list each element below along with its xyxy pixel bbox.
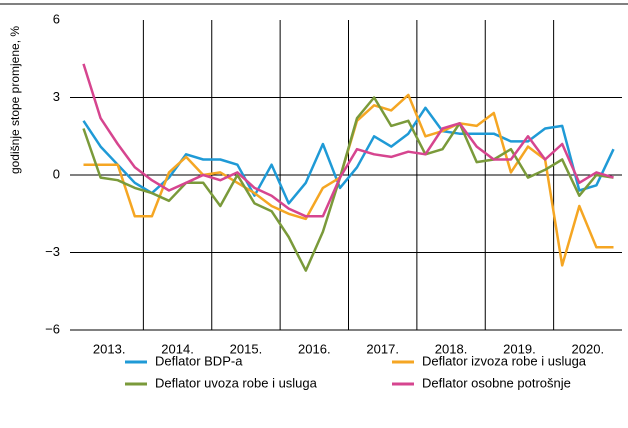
y-axis-label: godišnje stope promjene, % (8, 26, 22, 174)
x-tick-label: 2014. (161, 341, 194, 356)
y-tick-label: 6 (53, 11, 60, 26)
x-tick-label: 2015. (230, 341, 263, 356)
y-tick-label: 3 (53, 89, 60, 104)
series-line (82, 96, 614, 272)
legend-label: Deflator izvoza robe i usluga (422, 353, 587, 368)
x-tick-label: 2019. (503, 341, 536, 356)
legend-label: Deflator uvoza robe i usluga (155, 375, 318, 390)
series-line (82, 63, 614, 218)
x-tick-label: 2020. (572, 341, 605, 356)
x-tick-label: 2016. (298, 341, 331, 356)
y-tick-label: 0 (53, 166, 60, 181)
y-tick-label: −6 (45, 321, 60, 336)
x-tick-label: 2017. (366, 341, 399, 356)
legend-label: Deflator BDP-a (155, 353, 243, 368)
legend-label: Deflator osobne potrošnje (422, 375, 571, 390)
x-tick-label: 2018. (435, 341, 468, 356)
x-tick-label: 2013. (93, 341, 126, 356)
y-tick-label: −3 (45, 244, 60, 259)
